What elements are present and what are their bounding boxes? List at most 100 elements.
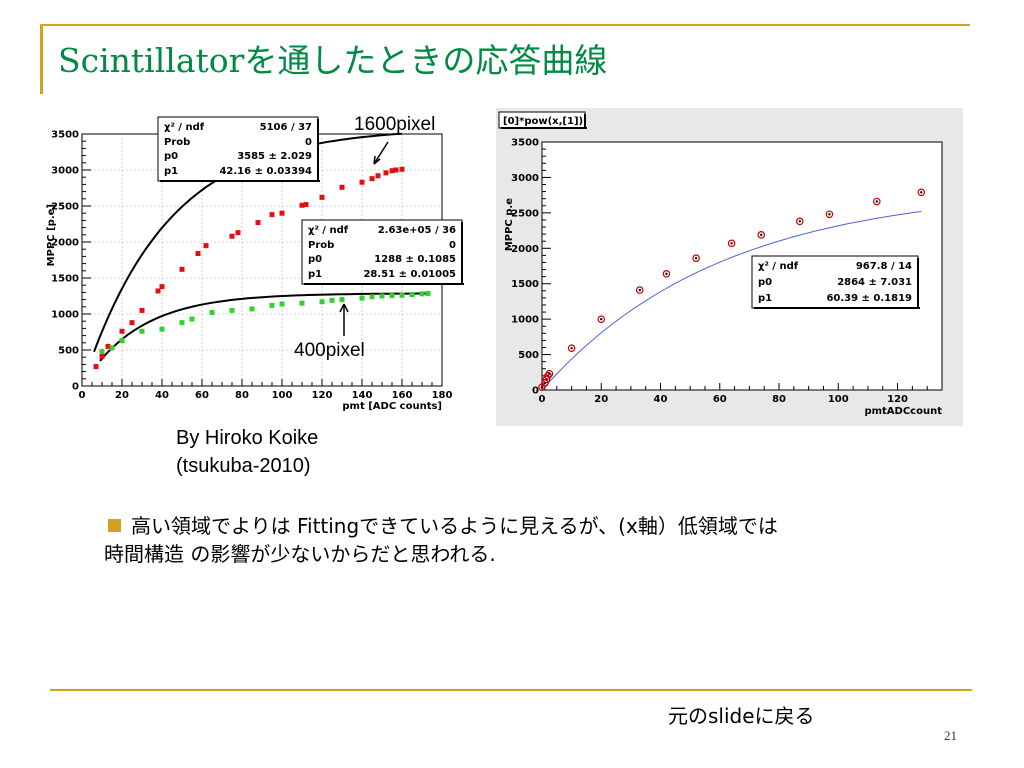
right-fit-curve [541, 210, 922, 391]
left-point-series0 [375, 173, 381, 179]
left-point-series0 [399, 166, 405, 172]
right-y-tick-label: 0 [532, 386, 539, 397]
left-y-tick-label: 2000 [51, 238, 79, 249]
left-fit2-p1-value: 28.51 ± 0.01005 [363, 269, 456, 280]
arrowhead-400pixel [339, 303, 349, 313]
left-fit1-chi2-value: 5106 / 37 [260, 122, 312, 133]
right-point-ring [541, 379, 549, 387]
left-point-series1 [399, 292, 405, 298]
right-point-ring [662, 269, 671, 278]
left-point-series0 [179, 266, 185, 272]
left-y-tick-label: 3500 [51, 130, 79, 141]
left-point-series1 [279, 301, 285, 307]
left-point-series0 [235, 230, 241, 236]
left-point-series1 [339, 297, 345, 303]
left-point-series0 [359, 179, 365, 185]
left-point-series1 [379, 293, 385, 299]
right-point-dot [875, 200, 879, 203]
right-fit-chi2-value: 967.8 / 14 [856, 261, 912, 272]
left-point-series1 [179, 320, 185, 326]
right-x-tick-label: 40 [654, 394, 668, 405]
left-point-series0 [119, 328, 125, 334]
left-y-tick-label: 3000 [51, 166, 79, 177]
left-y-tick-label: 500 [58, 346, 79, 357]
left-x-tick-label: 60 [195, 390, 209, 401]
left-x-axis-title: pmt [ADC counts] [342, 401, 442, 412]
right-fit-box: χ² / ndf 967.8 / 14 p0 2864 ± 7.031 p1 6… [751, 255, 920, 309]
right-point-dot [540, 385, 544, 389]
left-fit-box-2: χ² / ndf 2.63e+05 / 36 Prob 0 p0 1288 ± … [301, 219, 464, 285]
left-fit2-chi2-label: χ² / ndf [308, 225, 349, 236]
left-point-series1 [319, 299, 325, 305]
credit-block: By Hiroko Koike (tsukuba-2010) [176, 424, 318, 480]
left-point-series0 [159, 284, 165, 290]
left-point-series1 [109, 345, 115, 351]
right-x-tick-label: 60 [713, 394, 727, 405]
left-fit2-p0-value: 1288 ± 0.1085 [374, 254, 456, 265]
left-point-series0 [303, 202, 309, 208]
bullet-square-icon [108, 519, 121, 532]
left-point-series0 [203, 243, 209, 249]
right-point-dot [665, 272, 668, 275]
right-y-tick-label: 2500 [511, 208, 539, 219]
right-point-dot [694, 257, 698, 260]
right-fit-p1-label: p1 [758, 293, 772, 304]
left-point-series1 [389, 293, 395, 299]
left-x-tick-label: 180 [432, 390, 453, 401]
slide-title: Scintillatorを通したときの応答曲線 [58, 41, 608, 80]
left-point-series1 [189, 316, 195, 322]
right-point-ring [692, 254, 700, 263]
right-y-tick-label: 3000 [511, 173, 539, 184]
left-point-series0 [129, 320, 135, 326]
left-point-series0 [269, 212, 275, 218]
left-point-series1 [139, 328, 145, 334]
left-x-tick-label: 0 [79, 390, 86, 401]
right-x-tick-label: 20 [594, 394, 608, 405]
left-fit-curve-1 [99, 292, 428, 362]
left-point-series1 [359, 295, 365, 301]
right-y-tick-label: 500 [518, 350, 539, 361]
right-point-ring [795, 217, 804, 226]
left-y-axis-title: MPPC [p.e] [46, 204, 57, 266]
left-x-tick-label: 80 [235, 390, 249, 401]
right-point-dot [548, 372, 551, 375]
left-point-series0 [255, 220, 261, 226]
left-y-tick-label: 0 [72, 382, 79, 393]
left-point-series0 [195, 251, 201, 257]
return-to-slide-link[interactable]: 元のslideに戻る [668, 704, 815, 728]
left-ticks: 0 20 40 60 80 100 120 140 160 180 0 500 1000 1500 2000… [51, 130, 452, 402]
right-y-tick-label: 2000 [511, 244, 539, 255]
right-y-tick-label: 3500 [511, 138, 539, 149]
bullet-text: 高い領域でよりは Fittingできているように見えるが、(x軸）低領域では 時… [104, 512, 778, 568]
left-x-tick-label: 120 [312, 390, 333, 401]
left-chart: 0 20 40 60 80 100 120 140 160 180 0 500 1000 1500 2000… [40, 108, 464, 418]
credit-affiliation: (tsukuba-2010) [176, 455, 311, 477]
right-x-axis-title: pmtADCcount [864, 406, 942, 417]
arrow-1600pixel [373, 141, 389, 165]
right-point-ring [873, 197, 881, 206]
bullet-line-2: 時間構造 の影響が少ないからだと思われる. [104, 542, 496, 566]
left-x-tick-label: 20 [115, 390, 129, 401]
right-point-ring [917, 188, 926, 197]
bullet-line-1: 高い領域でよりは Fittingできているように見えるが、(x軸）低領域では [131, 514, 778, 538]
right-points [538, 188, 926, 391]
arrowhead-1600pixel [373, 155, 381, 165]
right-point-dot [730, 242, 733, 245]
left-fit1-p0-label: p0 [164, 151, 178, 162]
left-point-series1 [229, 307, 235, 313]
left-point-series0 [99, 353, 105, 359]
right-chart: [0]*pow(x,[1]) 0 20 40 60 80 100 120 0 500 1000 15… [496, 108, 963, 426]
left-point-series0 [369, 176, 375, 182]
left-x-tick-label: 140 [352, 390, 373, 401]
left-x-tick-label: 40 [155, 390, 169, 401]
left-point-series1 [299, 300, 305, 306]
left-point-series0 [279, 210, 285, 216]
left-chart-svg: 0 20 40 60 80 100 120 140 160 180 0 500 1000 1500 2000… [40, 108, 464, 418]
left-point-series0 [229, 233, 235, 239]
left-point-series1 [209, 310, 215, 316]
title-accent-bar [40, 24, 43, 94]
right-point-dot [828, 213, 831, 216]
right-point-ring [825, 210, 834, 219]
right-chart-title: [0]*pow(x,[1]) [503, 116, 583, 127]
page-number: 21 [944, 728, 957, 743]
